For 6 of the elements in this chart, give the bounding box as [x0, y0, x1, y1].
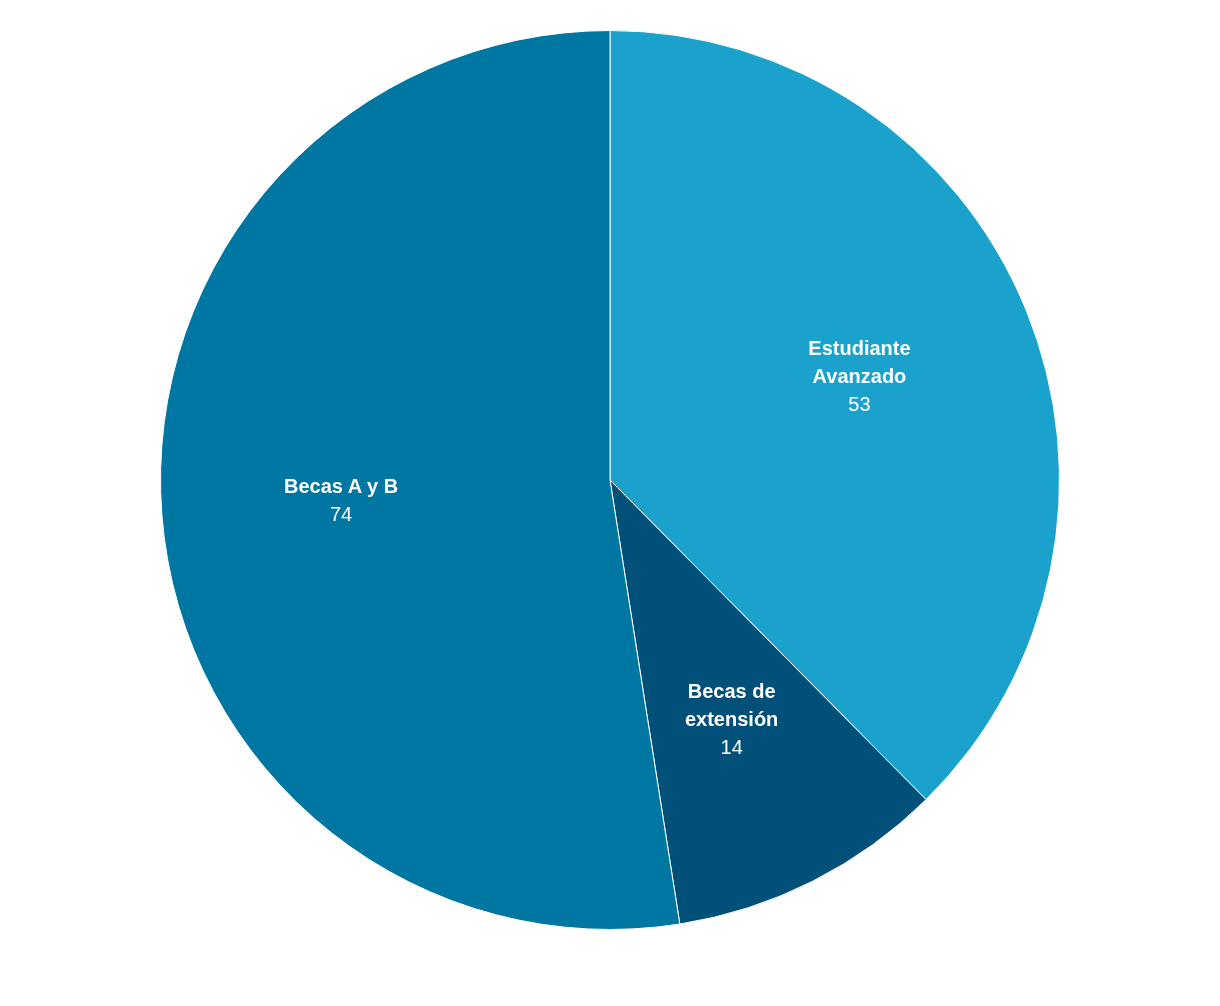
data-label: 74 — [329, 502, 353, 525]
slice-label: Becas de extensión — [684, 680, 779, 731]
data-label: 53 — [848, 393, 871, 415]
slice-label: Estudiante Avanzado — [808, 337, 911, 387]
slice-label: Becas A y B — [284, 474, 399, 497]
data-label: 14 — [720, 736, 743, 759]
